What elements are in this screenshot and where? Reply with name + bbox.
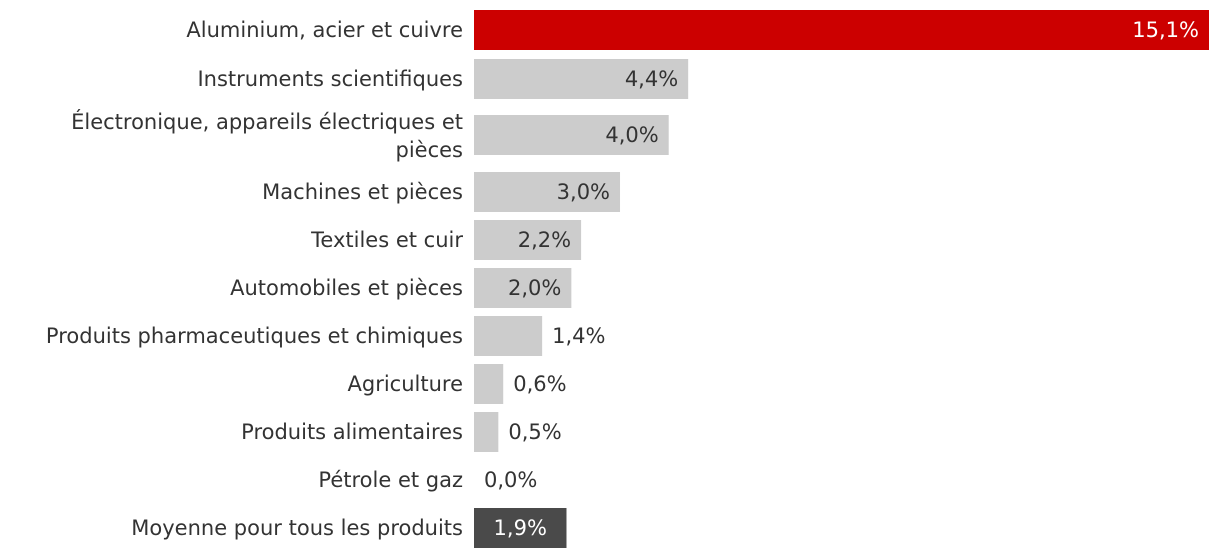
value-label-1: 15,1% xyxy=(1132,18,1199,42)
bars-layer xyxy=(474,10,1209,548)
category-label-9: Produits alimentaires xyxy=(241,420,463,444)
value-label-4: 3,0% xyxy=(557,180,610,204)
value-label-10: 0,0% xyxy=(484,468,537,492)
bar-11 xyxy=(474,508,567,548)
value-label-9: 0,5% xyxy=(508,420,561,444)
category-label-11: Moyenne pour tous les produits xyxy=(131,516,463,540)
bar-2 xyxy=(474,59,689,99)
value-label-7: 1,4% xyxy=(552,324,605,348)
category-label-1: Aluminium, acier et cuivre xyxy=(186,18,463,42)
bar-4 xyxy=(474,172,621,212)
category-label-7: Produits pharmaceutiques et chimiques xyxy=(46,324,463,348)
category-labels: Aluminium, acier et cuivre Instruments sc… xyxy=(46,18,463,540)
bar-7 xyxy=(474,316,543,356)
bar-6 xyxy=(474,268,572,308)
category-label-4: Machines et pièces xyxy=(262,180,463,204)
category-label-10: Pétrole et gaz xyxy=(318,468,463,492)
value-label-8: 0,6% xyxy=(513,372,566,396)
bar-9 xyxy=(474,412,499,452)
value-label-5: 2,2% xyxy=(518,228,571,252)
bar-3 xyxy=(474,115,669,155)
category-label-3: Électronique, appareils électriques et pi… xyxy=(71,109,463,162)
value-label-11: 1,9% xyxy=(494,516,547,540)
bar-8 xyxy=(474,364,504,404)
value-label-6: 2,0% xyxy=(508,276,561,300)
category-label-8: Agriculture xyxy=(348,372,464,396)
category-label-6: Automobiles et pièces xyxy=(230,276,463,300)
bar-5 xyxy=(474,220,582,260)
value-label-3: 4,0% xyxy=(605,123,658,147)
value-labels: 15,1% 4,4% 4,0% 3,0% 2,2% 2,0% 1,4% 0,6% 0,5% 0,0… xyxy=(484,18,1199,540)
category-label-2: Instruments scientifiques xyxy=(197,67,463,91)
category-label-5: Textiles et cuir xyxy=(310,228,463,252)
bar-1 xyxy=(474,10,1209,50)
value-label-2: 4,4% xyxy=(625,67,678,91)
